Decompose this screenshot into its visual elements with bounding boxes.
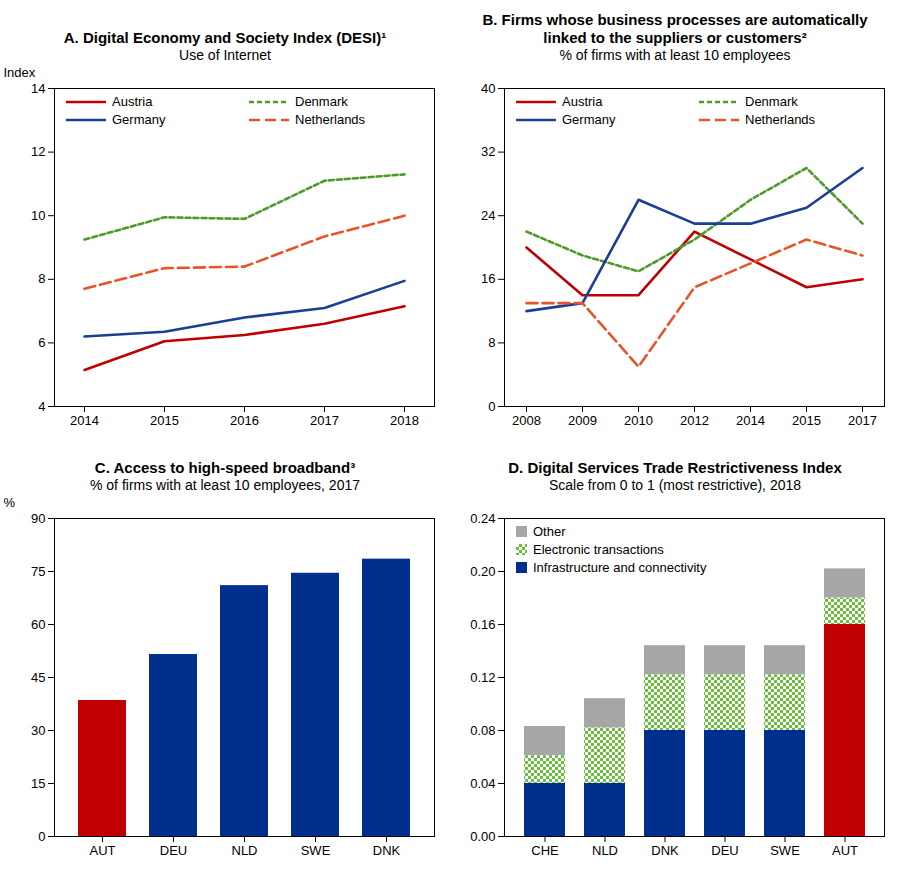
svg-text:0.24: 0.24 [470, 511, 495, 526]
svg-text:DNK: DNK [651, 843, 679, 858]
html-text:% of firms with at least 10 em: % of firms with at least 10 employees [559, 47, 791, 63]
svg-text:2008: 2008 [512, 413, 541, 428]
html-text:Netherlands: Netherlands [745, 112, 816, 127]
svg-text:0.12: 0.12 [470, 670, 495, 685]
svg-text:10: 10 [31, 208, 45, 223]
html-text:Germany: Germany [562, 112, 616, 127]
svg-text:0.00: 0.00 [470, 829, 495, 844]
html-text:D. Digital Services Trade Rest: D. Digital Services Trade Restrictivenes… [508, 459, 842, 476]
svg-text:4: 4 [38, 399, 45, 414]
html-text:C. Access to high-speed broadb: C. Access to high-speed broadband³ [94, 459, 356, 476]
html-text:Scale from 0 to 1 (most restri: Scale from 0 to 1 (most restrictive), 20… [549, 477, 801, 493]
svg-text:AUT: AUT [90, 843, 116, 858]
svg-text:24: 24 [481, 208, 495, 223]
html-text:B. Firms whose business proces: B. Firms whose business processes are au… [482, 11, 868, 46]
svg-text:32: 32 [481, 144, 495, 159]
svg-text:30: 30 [31, 723, 45, 738]
svg-text:2017: 2017 [848, 413, 877, 428]
html-text:Use of Internet: Use of Internet [179, 47, 271, 63]
html-text:Germany: Germany [112, 112, 166, 127]
svg-text:SWE: SWE [301, 843, 331, 858]
html-text:Denmark: Denmark [745, 94, 798, 109]
svg-text:2015: 2015 [792, 413, 821, 428]
svg-text:0.08: 0.08 [470, 723, 495, 738]
html-text:Infrastructure and connectivit: Infrastructure and connectivity [533, 560, 707, 575]
html-text:Denmark: Denmark [295, 94, 348, 109]
svg-text:2010: 2010 [624, 413, 653, 428]
svg-text:2015: 2015 [150, 413, 179, 428]
html-text:Electronic transactions: Electronic transactions [533, 542, 664, 557]
svg-text:2017: 2017 [310, 413, 339, 428]
svg-text:DEU: DEU [160, 843, 187, 858]
svg-text:2014: 2014 [70, 413, 99, 428]
svg-text:40: 40 [481, 81, 495, 96]
svg-text:16: 16 [481, 271, 495, 286]
svg-text:NLD: NLD [592, 843, 618, 858]
svg-text:AUT: AUT [832, 843, 858, 858]
svg-text:15: 15 [31, 776, 45, 791]
svg-text:2009: 2009 [568, 413, 597, 428]
svg-text:SWE: SWE [770, 843, 800, 858]
svg-text:NLD: NLD [231, 843, 257, 858]
html-text:% of firms with at least 10 em: % of firms with at least 10 employees, 2… [90, 477, 360, 493]
svg-text:75: 75 [31, 564, 45, 579]
svg-text:DEU: DEU [711, 843, 738, 858]
svg-text:2016: 2016 [230, 413, 259, 428]
svg-text:2012: 2012 [680, 413, 709, 428]
html-text:Netherlands: Netherlands [295, 112, 366, 127]
svg-text:12: 12 [31, 144, 45, 159]
svg-text:8: 8 [38, 271, 45, 286]
html-text:Austria: Austria [562, 94, 603, 109]
svg-text:0: 0 [38, 829, 45, 844]
svg-text:0.20: 0.20 [470, 564, 495, 579]
svg-text:90: 90 [31, 511, 45, 526]
svg-text:2014: 2014 [736, 413, 765, 428]
svg-text:%: % [4, 495, 16, 510]
html-text:A. Digital Economy and Society: A. Digital Economy and Society Index (DE… [63, 29, 387, 46]
svg-text:45: 45 [31, 670, 45, 685]
svg-text:2018: 2018 [390, 413, 419, 428]
svg-text:6: 6 [38, 335, 45, 350]
svg-text:Index: Index [4, 65, 36, 80]
html-text:Austria: Austria [112, 94, 153, 109]
svg-text:8: 8 [488, 335, 495, 350]
svg-text:0.04: 0.04 [470, 776, 495, 791]
svg-text:DNK: DNK [373, 843, 401, 858]
svg-text:0.16: 0.16 [470, 617, 495, 632]
svg-text:0: 0 [488, 399, 495, 414]
svg-text:60: 60 [31, 617, 45, 632]
svg-text:14: 14 [31, 81, 45, 96]
svg-text:CHE: CHE [531, 843, 559, 858]
html-text:Other: Other [533, 524, 566, 539]
